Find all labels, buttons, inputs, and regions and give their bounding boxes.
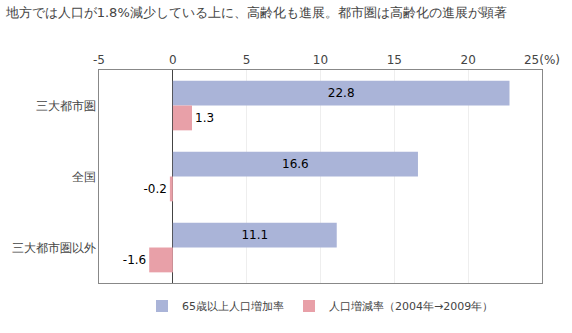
svg-text:三大都市圏: 三大都市圏 bbox=[36, 99, 96, 113]
svg-text:15: 15 bbox=[387, 53, 402, 67]
svg-text:0: 0 bbox=[169, 53, 177, 67]
svg-text:-5: -5 bbox=[93, 53, 105, 67]
svg-text:22.8: 22.8 bbox=[328, 86, 355, 100]
svg-text:人口増減率（2004年→2009年）: 人口増減率（2004年→2009年） bbox=[329, 300, 493, 313]
svg-text:-1.6: -1.6 bbox=[123, 253, 146, 267]
svg-text:11.1: 11.1 bbox=[241, 228, 268, 242]
svg-text:10: 10 bbox=[313, 53, 328, 67]
svg-text:地方では人口が1.8%減少している上に、高齢化も進展。都市圏: 地方では人口が1.8%減少している上に、高齢化も進展。都市圏は高齢化の進展が顕著 bbox=[5, 5, 507, 20]
svg-text:25(%): 25(%) bbox=[524, 53, 560, 67]
svg-text:16.6: 16.6 bbox=[282, 157, 309, 171]
svg-text:全国: 全国 bbox=[72, 170, 96, 184]
svg-text:-0.2: -0.2 bbox=[143, 182, 166, 196]
svg-text:5: 5 bbox=[243, 53, 251, 67]
svg-text:1.3: 1.3 bbox=[195, 111, 214, 125]
svg-text:三大都市圏以外: 三大都市圏以外 bbox=[12, 241, 96, 255]
svg-text:65歳以上人口増加率: 65歳以上人口増加率 bbox=[182, 300, 284, 313]
svg-text:20: 20 bbox=[461, 53, 476, 67]
